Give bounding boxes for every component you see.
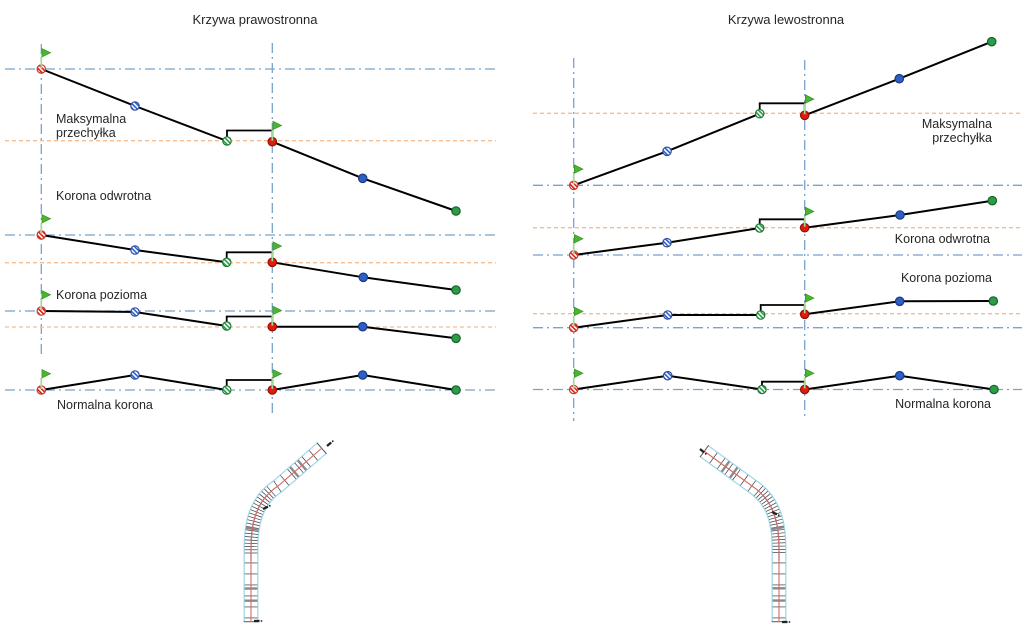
station-mark [254,619,263,623]
node-marker-green-solid [988,296,999,306]
road-band-surface [244,443,327,622]
crown-step-bracket [758,102,806,114]
label-korona-odwrotna-right: Korona odwrotna [894,232,990,246]
node-marker-blue-solid [894,370,905,381]
label-maksymalna-przechylka-right: Maksymalna przechyłka [921,117,992,145]
node-marker-blue-solid [357,173,368,184]
diagram-maksymalna-przechylka [568,36,997,191]
node-marker-blue-solid [357,370,368,380]
station-mark [262,504,271,511]
crown-step-bracket [225,315,274,325]
pivot-flag-icon [803,206,815,227]
start-flag-icon [572,164,584,185]
profile-line [40,310,457,340]
diagram-korona-pozioma [36,290,461,344]
pivot-flag-icon [271,120,283,141]
pivot-flag-icon [271,305,283,326]
node-marker-green-hatch [754,223,765,233]
crown-step-bracket [225,379,274,388]
node-marker-green-solid [989,384,999,395]
start-flag-icon [572,368,584,389]
plan-view-right-curve [243,440,334,623]
panel-krzywa-prawostronna [5,43,496,415]
label-korona-odwrotna-left: Korona odwrotna [56,189,152,203]
plan-view-left-curve [699,444,791,624]
label-korona-pozioma-left: Korona pozioma [56,288,148,302]
diagram-normalna-korona [36,369,461,395]
diagram-korona-pozioma [568,293,999,333]
node-marker-green-hatch [221,257,232,268]
node-marker-green-solid [451,206,461,216]
node-marker-blue-hatch [662,310,673,320]
node-marker-green-hatch [221,321,232,331]
node-marker-blue-solid [894,296,905,307]
panel-title-right-curve: Krzywa prawostronna [192,12,318,27]
pivot-flag-icon [803,94,815,115]
node-marker-blue-solid [894,73,905,84]
node-marker-green-hatch [221,385,232,395]
start-flag-icon [572,306,584,327]
node-marker-green-hatch [755,310,766,320]
station-mark [699,448,707,455]
station-mark [326,440,334,447]
crown-step-bracket [761,380,806,388]
node-marker-blue-solid [357,321,368,332]
start-flag-icon [40,48,52,68]
node-marker-blue-hatch [130,307,140,317]
station-mark [771,510,780,517]
node-marker-green-hatch [757,384,767,395]
node-marker-blue-hatch [130,101,140,111]
pivot-flag-icon [271,369,283,389]
node-marker-green-solid [451,285,461,295]
crown-step-bracket [225,251,274,261]
node-marker-green-solid [451,385,461,395]
node-marker-blue-solid [895,210,905,220]
label-korona-pozioma-right: Korona pozioma [900,271,992,285]
label-normalna-korona-left: Normalna korona [57,398,153,412]
node-marker-green-solid [451,333,461,344]
start-flag-icon [40,214,52,234]
diagram-normalna-korona [568,368,999,395]
node-marker-blue-hatch [662,237,672,248]
road-centerline [250,447,323,622]
profile-line [572,199,994,256]
node-marker-blue-hatch [662,146,672,157]
road-centerline [703,450,780,622]
panel-krzywa-lewostronna [533,36,1022,421]
label-normalna-korona-right: Normalna korona [895,397,991,411]
diagram-maksymalna-przechylka [36,48,461,216]
pivot-flag-icon [803,368,815,389]
crown-step-bracket [759,304,806,313]
node-marker-blue-hatch [130,245,140,255]
node-marker-blue-hatch [130,370,140,380]
node-marker-blue-solid [358,272,369,283]
panel-title-left-curve: Krzywa lewostronna [727,12,845,27]
label-maksymalna-przechylka-left: Maksymalna przechyłka [56,112,127,140]
diagram-korona-odwrotna [568,195,998,260]
crown-step-bracket [226,129,274,140]
crown-step-bracket [758,218,806,226]
start-flag-icon [40,369,52,389]
station-mark [782,620,791,624]
profile-line [40,373,457,391]
start-flag-icon [40,290,52,310]
road-band-surface [700,445,786,622]
pivot-flag-icon [803,293,815,314]
pivot-flag-icon [271,241,283,262]
node-marker-green-hatch [222,136,232,146]
node-marker-green-solid [987,195,998,206]
node-marker-blue-hatch [662,370,673,381]
node-marker-green-hatch [754,108,765,119]
node-marker-green-solid [986,36,997,47]
diagram-korona-odwrotna [36,214,461,295]
start-flag-icon [572,234,584,254]
